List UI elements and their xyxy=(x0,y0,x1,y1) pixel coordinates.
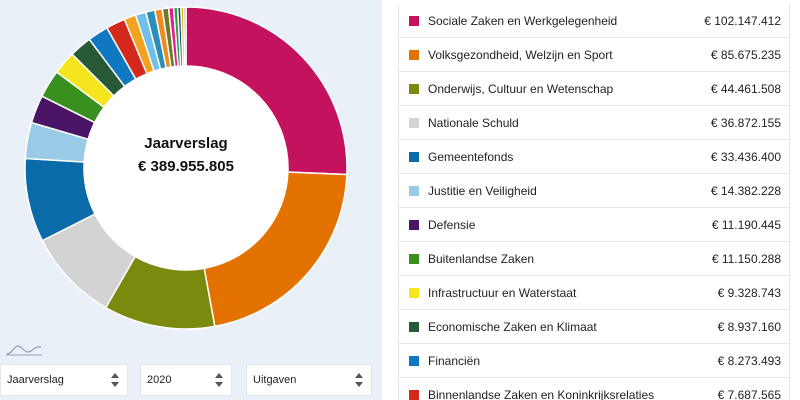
up-down-arrows-icon xyxy=(215,373,223,387)
item-amount: € 44.461.508 xyxy=(710,82,781,96)
item-name: Financiën xyxy=(428,354,481,368)
donut-center-total: € 389.955.805 xyxy=(138,158,234,175)
color-swatch xyxy=(409,118,419,128)
item-amount: € 8.273.493 xyxy=(717,354,781,368)
color-swatch xyxy=(409,220,419,230)
item-name: Economische Zaken en Klimaat xyxy=(428,320,597,334)
item-amount: € 9.328.743 xyxy=(717,286,781,300)
list-item[interactable]: Volksgezondheid, Welzijn en Sport € 85.67… xyxy=(399,38,789,72)
item-amount: € 36.872.155 xyxy=(710,116,781,130)
list-item[interactable]: Economische Zaken en Klimaat € 8.937.160 xyxy=(399,310,789,344)
item-name: Onderwijs, Cultuur en Wetenschap xyxy=(428,82,614,96)
ministry-list: Sociale Zaken en Werkgelegenheid € 102.14… xyxy=(398,4,790,400)
item-amount: € 85.675.235 xyxy=(710,48,781,62)
item-amount: € 7.687.565 xyxy=(717,388,781,400)
item-amount: € 11.150.288 xyxy=(711,252,781,266)
list-item[interactable]: Defensie € 11.190.445 xyxy=(399,208,789,242)
item-name: Binnenlandse Zaken en Koninkrijksrelatie… xyxy=(428,388,655,400)
item-name: Justitie en Veiligheid xyxy=(428,184,537,198)
color-swatch xyxy=(409,322,419,332)
list-item[interactable]: Buitenlandse Zaken € 11.150.288 xyxy=(399,242,789,276)
direction-select[interactable]: Uitgaven xyxy=(246,364,372,396)
color-swatch xyxy=(409,356,419,366)
color-swatch xyxy=(409,50,419,60)
report-type-value: Jaarverslag xyxy=(7,374,64,386)
item-name: Gemeentefonds xyxy=(428,150,514,164)
item-name: Nationale Schuld xyxy=(428,116,519,130)
donut-hole xyxy=(84,66,288,270)
year-select[interactable]: 2020 xyxy=(140,364,232,396)
item-amount: € 11.190.445 xyxy=(711,218,781,232)
list-item[interactable]: Binnenlandse Zaken en Koninkrijksrelatie… xyxy=(399,378,789,400)
up-down-arrows-icon xyxy=(355,373,363,387)
list-item[interactable]: Gemeentefonds € 33.436.400 xyxy=(399,140,789,174)
item-amount: € 14.382.228 xyxy=(710,184,781,198)
color-swatch xyxy=(409,288,419,298)
donut-slice[interactable] xyxy=(182,6,187,67)
list-item[interactable]: Onderwijs, Cultuur en Wetenschap € 44.461… xyxy=(399,72,789,106)
item-name: Infrastructuur en Waterstaat xyxy=(428,286,577,300)
item-name: Buitenlandse Zaken xyxy=(428,252,535,266)
color-swatch xyxy=(409,186,419,196)
donut-chart xyxy=(24,6,348,330)
chart-panel: Jaarverslag € 389.955.805 Jaarverslag 20… xyxy=(0,0,382,400)
item-name: Sociale Zaken en Werkgelegenheid xyxy=(428,14,618,28)
color-swatch xyxy=(409,254,419,264)
item-name: Volksgezondheid, Welzijn en Sport xyxy=(428,48,613,62)
up-down-arrows-icon xyxy=(111,373,119,387)
direction-value: Uitgaven xyxy=(253,374,297,386)
item-name: Defensie xyxy=(428,218,476,232)
item-amount: € 8.937.160 xyxy=(717,320,781,334)
item-amount: € 33.436.400 xyxy=(710,150,781,164)
list-item[interactable]: Infrastructuur en Waterstaat € 9.328.743 xyxy=(399,276,789,310)
donut-center-title: Jaarverslag xyxy=(144,135,228,152)
color-swatch xyxy=(409,84,419,94)
list-item[interactable]: Financiën € 8.273.493 xyxy=(399,344,789,378)
item-amount: € 102.147.412 xyxy=(704,14,781,28)
list-item[interactable]: Nationale Schuld € 36.872.155 xyxy=(399,106,789,140)
color-swatch xyxy=(409,390,419,400)
color-swatch xyxy=(409,16,419,26)
list-item[interactable]: Justitie en Veiligheid € 14.382.228 xyxy=(399,174,789,208)
list-item[interactable]: Sociale Zaken en Werkgelegenheid € 102.14… xyxy=(399,4,789,38)
wave-chart-icon xyxy=(6,345,42,356)
color-swatch xyxy=(409,152,419,162)
year-value: 2020 xyxy=(147,374,172,386)
report-type-select[interactable]: Jaarverslag xyxy=(0,364,128,396)
